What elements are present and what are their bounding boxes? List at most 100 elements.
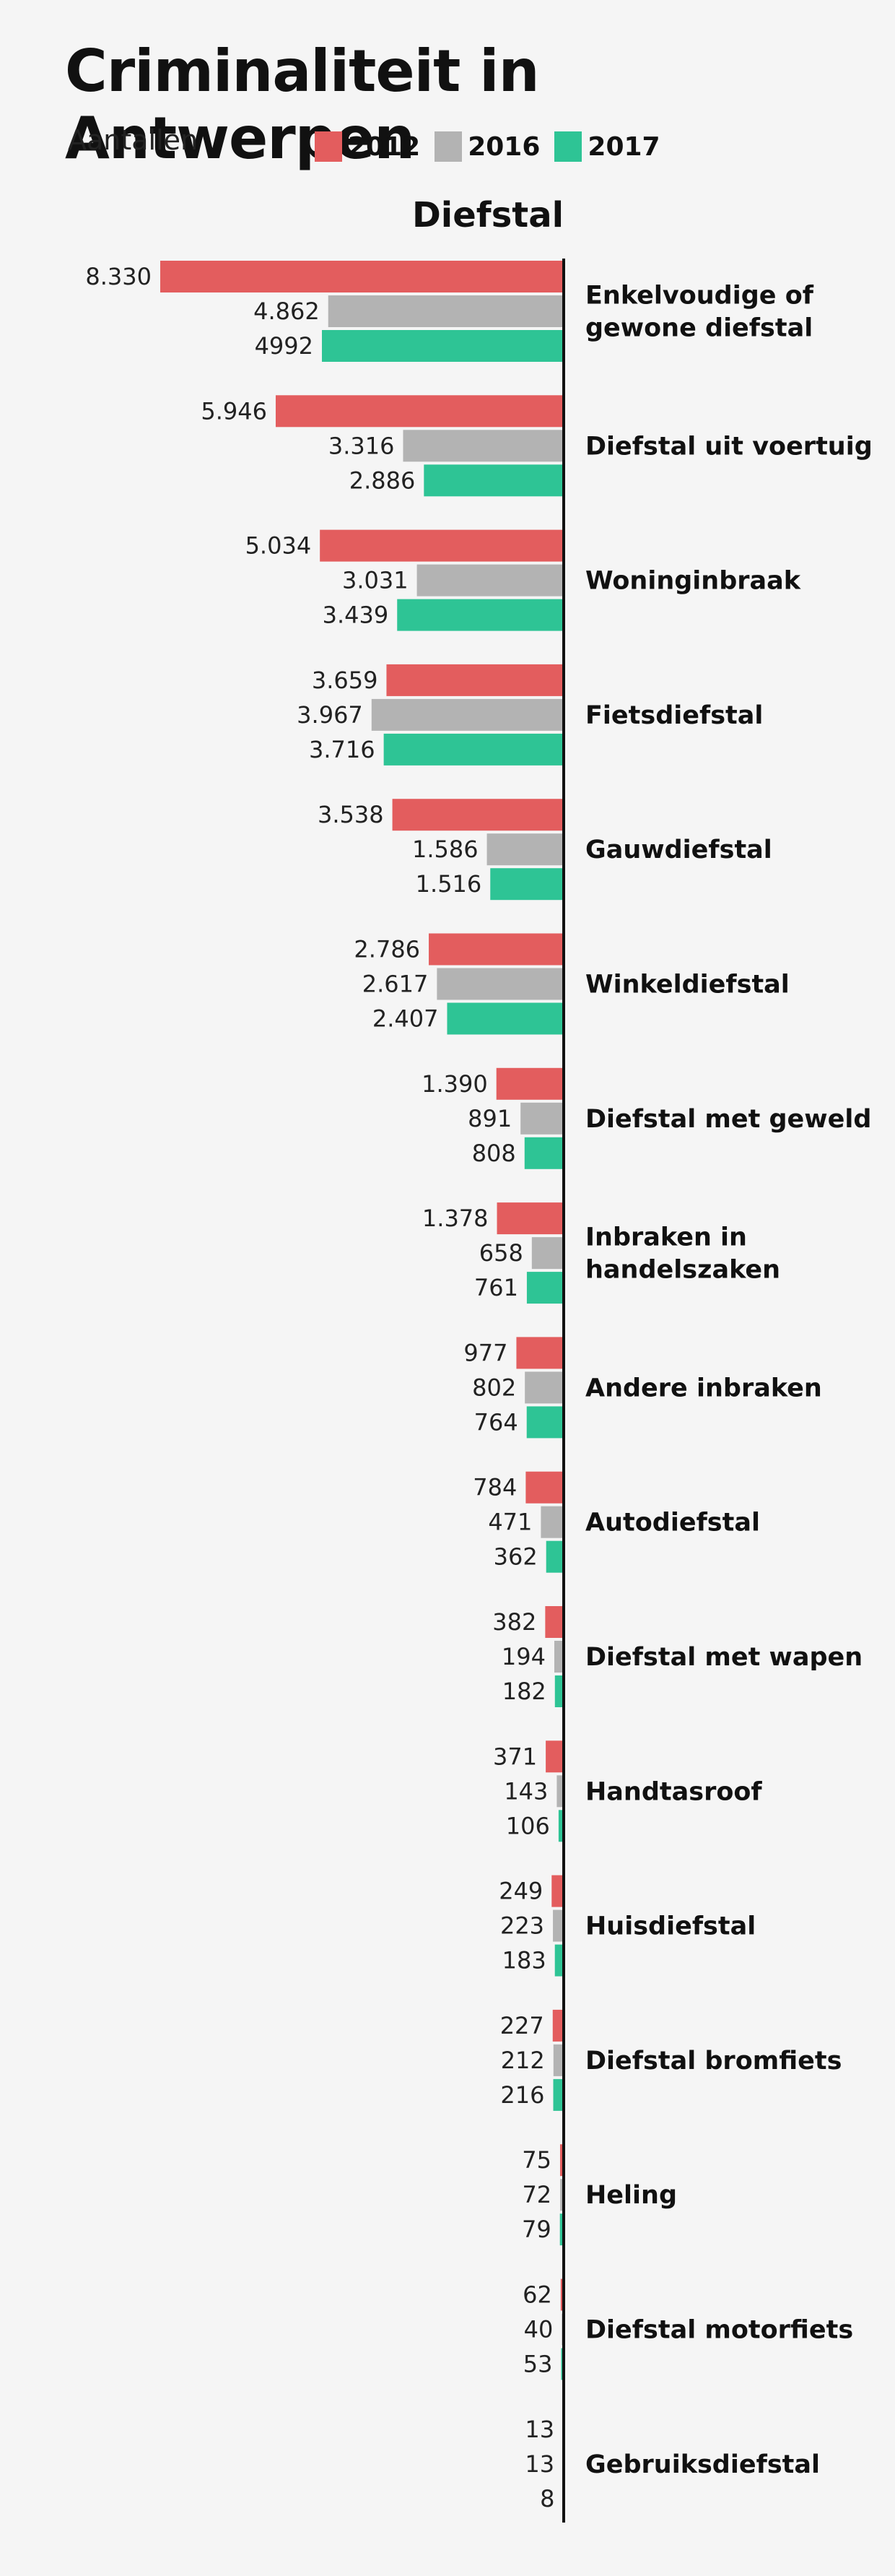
category-label: Handtasroof (585, 1777, 762, 1806)
value-label-2016: 194 (502, 1643, 546, 1670)
category-label: Fietsdiefstal (585, 701, 763, 730)
value-label-2017: 761 (474, 1274, 518, 1301)
value-label-2012: 5.946 (201, 397, 267, 425)
bar-2016 (553, 2044, 564, 2076)
value-label-2017: 3.439 (323, 602, 389, 629)
bar-2016 (486, 833, 564, 866)
value-label-2016: 212 (501, 2047, 545, 2074)
value-label-2016: 802 (472, 1374, 516, 1401)
value-label-2016: 13 (525, 2450, 554, 2478)
category-label: Diefstal motorfiets (585, 2316, 853, 2345)
value-label-2017: 764 (474, 1408, 518, 1436)
bar-2016 (560, 2179, 564, 2211)
value-label-2017: 2.886 (349, 467, 416, 494)
category-label: Enkelvoudige of gewone diefstal (585, 282, 814, 343)
value-label-2017: 808 (472, 1140, 516, 1167)
bar-2016 (525, 1371, 564, 1404)
bar-2012 (496, 1067, 564, 1100)
bar-2012 (392, 799, 564, 831)
bar-2012 (525, 1471, 564, 1504)
bar-2012 (545, 1606, 564, 1638)
bar-2012 (386, 664, 564, 696)
value-label-2016: 223 (500, 1912, 544, 1940)
value-label-2016: 3.967 (297, 701, 363, 729)
value-label-2012: 382 (492, 1608, 536, 1636)
bar-2017 (559, 2213, 564, 2246)
value-label-2017: 2.407 (372, 1005, 439, 1033)
category-label: Huisdiefstal (585, 1912, 756, 1941)
bar-2012 (516, 1337, 564, 1369)
value-label-2012: 3.538 (318, 801, 384, 828)
value-label-2016: 3.316 (328, 432, 395, 459)
bar-2017 (554, 1675, 564, 1707)
value-label-2017: 216 (500, 2081, 544, 2109)
category-label: Andere inbraken (585, 1374, 822, 1402)
bar-2017 (526, 1406, 564, 1439)
value-label-2012: 1.378 (422, 1205, 489, 1232)
value-label-2017: 182 (502, 1678, 546, 1705)
bar-2017 (546, 1540, 564, 1573)
bar-2017 (554, 1944, 564, 1977)
legend-label-2016: 2016 (468, 131, 541, 162)
bar-2017 (553, 2078, 564, 2111)
category-label: Winkeldiefstal (585, 971, 790, 999)
value-label-2016: 4.862 (253, 298, 320, 325)
bar-2017 (424, 464, 564, 497)
chart-title: Diefstal (411, 195, 564, 235)
bar-2016 (531, 1237, 564, 1270)
bar-2017 (322, 330, 564, 362)
value-label-2012: 977 (463, 1339, 507, 1366)
category-label: Diefstal uit voertuig (585, 432, 873, 461)
category-label: Diefstal met geweld (585, 1105, 871, 1134)
bar-2017 (447, 1002, 564, 1035)
bar-2016 (416, 564, 564, 597)
bar-2016 (403, 430, 564, 462)
category-label: Autodiefstal (585, 1509, 760, 1538)
bar-2017 (558, 1810, 564, 1842)
legend-label-2012: 2012 (348, 131, 421, 162)
category-label: Diefstal met wapen (585, 1643, 863, 1672)
legend-item-2012: 2012 (315, 131, 420, 162)
value-label-2016: 143 (504, 1777, 548, 1805)
bar-2016 (541, 1506, 564, 1538)
bar-2017 (490, 868, 564, 901)
legend-swatch-2016 (435, 131, 463, 162)
value-label-2017: 53 (523, 2351, 553, 2378)
value-label-2017: 79 (522, 2216, 551, 2243)
bar-2017 (524, 1137, 564, 1169)
bar-2012 (320, 529, 564, 562)
value-label-2016: 40 (524, 2316, 554, 2343)
bar-2016 (520, 1102, 564, 1135)
value-label-2012: 3.659 (312, 667, 378, 694)
bar-2012 (429, 933, 564, 966)
legend-swatch-2017 (554, 131, 582, 162)
value-label-2012: 62 (523, 2281, 552, 2309)
value-label-2016: 3.031 (342, 567, 409, 594)
value-label-2012: 75 (522, 2146, 551, 2174)
bar-2012 (497, 1202, 564, 1235)
value-label-2012: 13 (525, 2416, 554, 2443)
value-label-2016: 2.617 (362, 971, 429, 998)
value-label-2012: 1.390 (422, 1070, 488, 1098)
category-label: Diefstal bromfiets (585, 2047, 842, 2076)
value-label-2016: 891 (468, 1105, 512, 1132)
legend-item-2017: 2017 (554, 131, 660, 162)
bar-2016 (371, 698, 564, 731)
category-label: Gauwdiefstal (585, 836, 772, 864)
value-label-2017: 362 (494, 1543, 538, 1571)
bar-2012 (552, 2009, 564, 2042)
bar-2016 (553, 1909, 564, 1942)
bar-2016 (556, 1775, 564, 1808)
category-label: Inbraken in handelszaken (585, 1223, 780, 1285)
bar-2017 (383, 733, 564, 766)
bar-2016 (554, 1641, 564, 1673)
unit-label: Aantallen (68, 124, 198, 156)
value-label-2012: 8.330 (85, 263, 152, 290)
legend-label-2017: 2017 (588, 131, 660, 162)
legend-swatch-2012 (315, 131, 342, 162)
value-label-2012: 249 (499, 1878, 543, 1905)
bar-2012 (551, 1875, 564, 1907)
value-label-2017: 4992 (255, 332, 313, 360)
bar-2012 (560, 2278, 564, 2311)
value-label-2016: 72 (522, 2181, 551, 2208)
